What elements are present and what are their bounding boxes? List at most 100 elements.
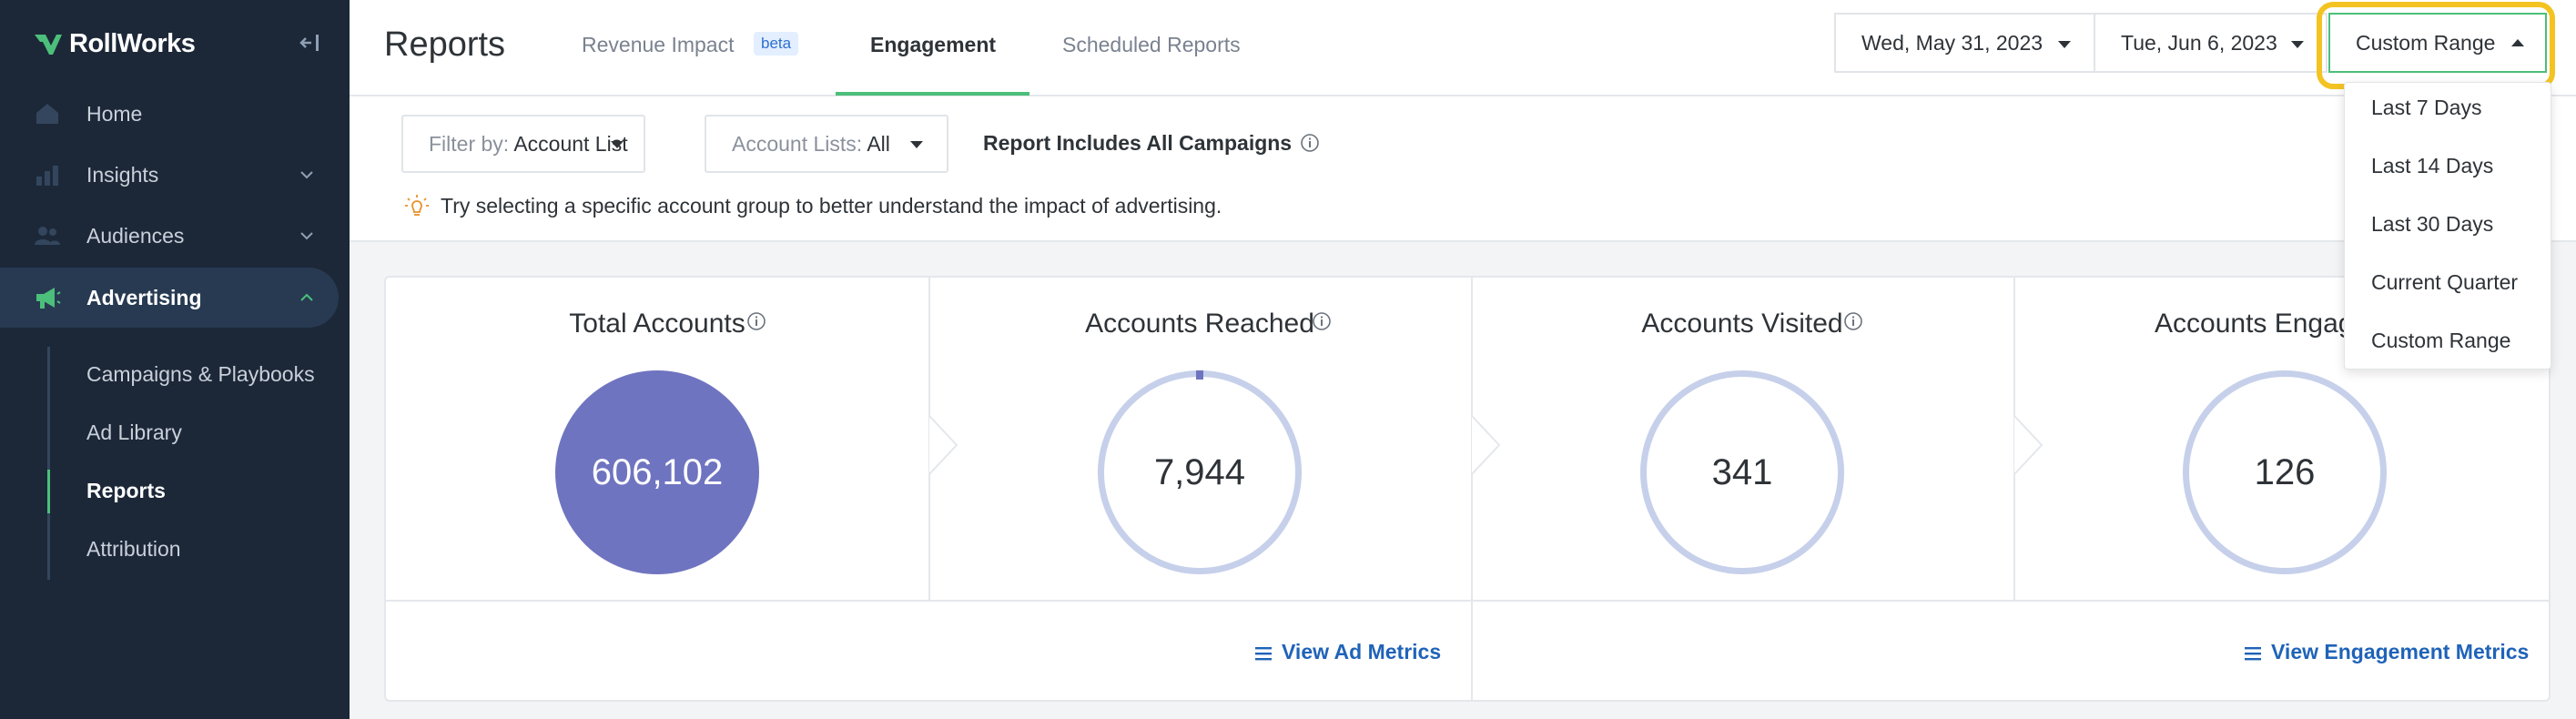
subnav-line xyxy=(47,347,50,580)
subnav-ad-library[interactable]: Ad Library xyxy=(86,420,182,444)
metric-circle: 341 xyxy=(1640,370,1844,574)
chevron-down-icon xyxy=(297,165,317,185)
metric-circle: 7,944 xyxy=(1098,370,1302,574)
tab-scheduled-reports[interactable]: Scheduled Reports xyxy=(1062,33,1241,56)
range-select[interactable]: Custom Range xyxy=(2328,13,2547,73)
view-ad-metrics-link[interactable]: View Ad Metrics xyxy=(1254,640,1441,664)
range-option-last-30-days[interactable]: Last 30 Days xyxy=(2371,212,2494,236)
subnav-active-marker xyxy=(47,470,50,513)
account-lists-value: All xyxy=(867,131,890,156)
info-icon[interactable] xyxy=(1300,133,1320,153)
range-select-value: Custom Range xyxy=(2356,30,2496,55)
people-icon xyxy=(33,221,62,250)
sidebar-item-insights[interactable]: Insights xyxy=(0,145,339,205)
home-icon xyxy=(33,99,62,128)
filter-by-label: Filter by: xyxy=(429,131,510,156)
tip-text: Try selecting a specific account group t… xyxy=(441,193,1222,218)
metric-accounts-reached: Accounts Reached 7,944 xyxy=(928,278,1471,600)
metric-accounts-visited: Accounts Visited 341 xyxy=(1471,278,2013,600)
metric-total-accounts: Total Accounts 606,102 xyxy=(386,278,928,600)
account-lists-label: Account Lists: xyxy=(732,131,863,156)
metric-circle: 126 xyxy=(2183,370,2387,574)
metric-circle: 606,102 xyxy=(555,370,759,574)
caret-up-icon xyxy=(2511,39,2524,46)
range-dropdown-menu: Last 7 Days Last 14 Days Last 30 Days Cu… xyxy=(2344,82,2551,370)
metrics-card: Total Accounts 606,102 Accounts Reached … xyxy=(384,276,2551,702)
metric-accounts-engaged: Accounts Engag 126 xyxy=(2013,278,2556,600)
start-date-picker[interactable]: Wed, May 31, 2023 xyxy=(1834,13,2095,73)
sidebar-item-home[interactable]: Home xyxy=(0,84,339,144)
metric-title-text: Accounts Visited xyxy=(1641,309,1843,339)
metric-value: 126 xyxy=(2254,451,2316,492)
range-option-current-quarter[interactable]: Current Quarter xyxy=(2371,270,2519,294)
chevron-right-icon xyxy=(1471,414,1503,476)
info-icon[interactable] xyxy=(746,311,766,331)
filter-bar: Filter by: Account List Account Lists: A… xyxy=(350,96,2576,242)
view-ad-metrics-label: View Ad Metrics xyxy=(1282,640,1442,663)
caret-down-icon xyxy=(2058,41,2071,48)
tip-message: Try selecting a specific account group t… xyxy=(404,193,1222,218)
subnav-campaigns-playbooks[interactable]: Campaigns & Playbooks xyxy=(86,362,315,386)
metric-title-text: Accounts Reached xyxy=(1085,309,1314,339)
metric-title: Accounts Visited xyxy=(1471,309,2013,339)
subnav-attribution[interactable]: Attribution xyxy=(86,537,181,561)
info-icon[interactable] xyxy=(1843,311,1863,331)
card-footer-divider xyxy=(386,600,2549,602)
sidebar-item-label: Insights xyxy=(86,162,159,187)
chart-bars-icon xyxy=(33,160,62,189)
tab-revenue-impact[interactable]: Revenue Impact xyxy=(582,33,735,56)
megaphone-icon xyxy=(33,283,62,312)
metric-value: 341 xyxy=(1711,451,1773,492)
range-option-last-14-days[interactable]: Last 14 Days xyxy=(2371,154,2494,177)
active-tab-underline xyxy=(836,92,1029,96)
range-option-last-7-days[interactable]: Last 7 Days xyxy=(2371,96,2482,119)
collapse-sidebar-icon[interactable] xyxy=(299,31,322,55)
list-icon xyxy=(2244,643,2262,662)
chevron-right-icon xyxy=(2013,414,2045,476)
chevron-down-icon xyxy=(297,226,317,246)
beta-badge: beta xyxy=(754,32,799,56)
tab-engagement[interactable]: Engagement xyxy=(870,33,997,56)
account-lists-dropdown[interactable]: Account Lists: All xyxy=(705,115,948,173)
range-select-highlight xyxy=(2317,2,2555,89)
filter-by-text: Filter by: Account List xyxy=(429,132,628,157)
list-icon xyxy=(1254,643,1273,662)
caret-down-icon xyxy=(2291,41,2304,48)
chevron-right-icon xyxy=(928,414,960,476)
sidebar-item-advertising[interactable]: Advertising xyxy=(0,268,339,328)
metric-title-text: Total Accounts xyxy=(569,309,745,339)
sidebar-item-label: Home xyxy=(86,101,143,126)
page-title: Reports xyxy=(384,25,506,64)
sidebar-item-audiences[interactable]: Audiences xyxy=(0,206,339,266)
filter-by-value: Account List xyxy=(513,131,628,156)
metric-title: Accounts Reached xyxy=(928,309,1471,339)
filter-by-dropdown[interactable]: Filter by: Account List xyxy=(401,115,645,173)
end-date-value: Tue, Jun 6, 2023 xyxy=(2121,30,2277,55)
rollworks-logo-icon xyxy=(33,31,64,58)
start-date-value: Wed, May 31, 2023 xyxy=(1861,30,2044,55)
view-engagement-metrics-label: View Engagement Metrics xyxy=(2271,640,2530,663)
brand-name: RollWorks xyxy=(69,29,196,58)
caret-down-icon xyxy=(611,141,624,148)
metric-value: 7,944 xyxy=(1153,451,1246,492)
sidebar-item-label: Advertising xyxy=(86,285,202,309)
sidebar-item-label: Audiences xyxy=(86,223,185,248)
ring-progress-tick xyxy=(1196,370,1203,380)
metric-value: 606,102 xyxy=(591,451,724,492)
card-footer-vertical-divider xyxy=(1471,600,1473,702)
sidebar: RollWorks Home Insights Audiences Advert… xyxy=(0,0,350,719)
metric-title: Accounts Engag xyxy=(2013,309,2353,339)
info-icon[interactable] xyxy=(1312,311,1332,331)
account-lists-text: Account Lists: All xyxy=(732,132,890,157)
subnav-reports[interactable]: Reports xyxy=(86,479,166,502)
metric-title-text: Accounts Engag xyxy=(2155,309,2354,339)
caret-down-icon xyxy=(910,141,923,148)
metric-title: Total Accounts xyxy=(386,309,928,339)
rollworks-logo[interactable]: RollWorks xyxy=(33,29,196,59)
range-option-custom-range[interactable]: Custom Range xyxy=(2371,329,2511,352)
chevron-up-icon xyxy=(297,288,317,308)
lightbulb-icon xyxy=(404,193,430,218)
view-engagement-metrics-link[interactable]: View Engagement Metrics xyxy=(2244,640,2529,664)
end-date-picker[interactable]: Tue, Jun 6, 2023 xyxy=(2094,13,2328,73)
report-includes-text: Report Includes All Campaigns xyxy=(983,131,1293,155)
